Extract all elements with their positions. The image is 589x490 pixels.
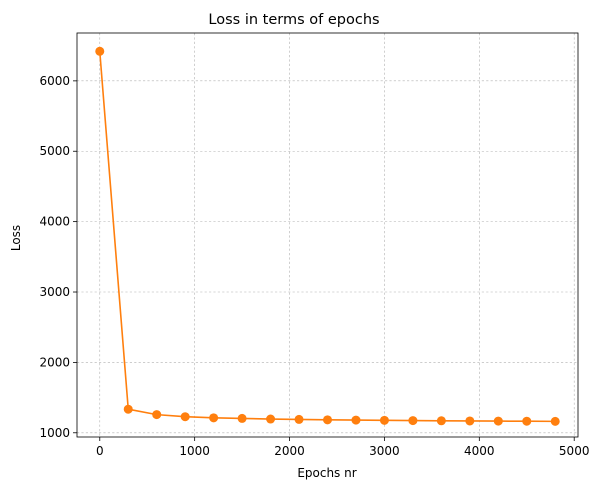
x-tick-label: 0: [96, 444, 104, 458]
data-point: [436, 416, 446, 426]
x-tick-label: 1000: [179, 444, 210, 458]
data-point: [266, 414, 276, 424]
x-tick-label: 5000: [559, 444, 589, 458]
data-point: [180, 412, 190, 422]
data-point: [237, 413, 247, 423]
data-point: [351, 415, 361, 425]
data-point: [152, 410, 162, 420]
plot-frame: [76, 32, 579, 438]
y-tick-label: 3000: [39, 285, 70, 299]
data-point: [209, 413, 219, 423]
data-point: [123, 404, 133, 414]
tick-labels: 0 1000 2000 3000 4000 5000 1000 2000 3000 4000 500…: [39, 74, 589, 458]
grid-lines: [77, 33, 578, 437]
data-point: [379, 415, 389, 425]
y-tick-label: 4000: [39, 215, 70, 229]
data-point: [522, 416, 532, 426]
chart-title: Loss in terms of epochs: [208, 12, 379, 28]
x-tick-label: 3000: [369, 444, 400, 458]
data-point: [294, 414, 304, 424]
y-tick-label: 5000: [39, 144, 70, 158]
y-tick-label: 2000: [39, 355, 70, 369]
data-point: [465, 416, 475, 426]
y-tick-label: 6000: [39, 74, 70, 88]
x-axis-label: Epochs nr: [297, 466, 356, 480]
data-point: [493, 416, 503, 426]
y-tick-label: 1000: [39, 426, 70, 440]
series-line: [98, 51, 556, 423]
data-series: [95, 46, 560, 426]
data-point: [323, 415, 332, 425]
x-tick-label: 4000: [464, 444, 495, 458]
x-tick-label: 2000: [274, 444, 305, 458]
data-point: [550, 416, 560, 426]
axes: [73, 32, 579, 441]
data-point: [408, 416, 418, 426]
data-point: [95, 46, 105, 56]
y-axis-label: Loss: [9, 225, 23, 251]
